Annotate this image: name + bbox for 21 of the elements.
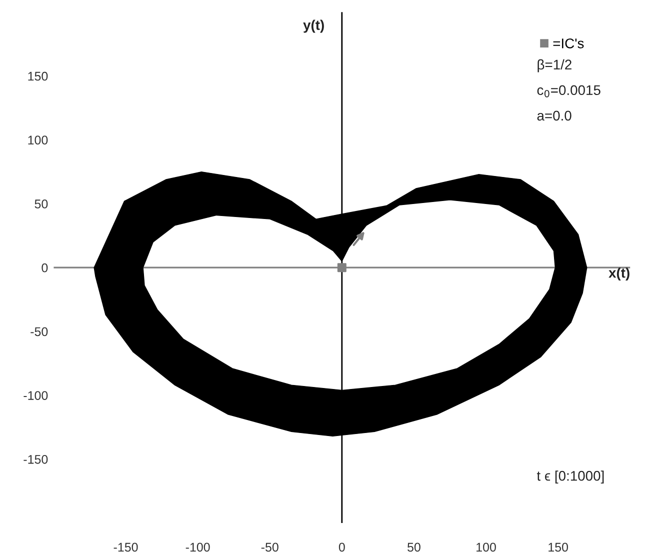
- y-axis-title: y(t): [303, 20, 324, 33]
- x-tick-label: 100: [476, 542, 496, 552]
- y-tick-label: -100: [24, 391, 48, 400]
- x-tick-label: -100: [186, 542, 210, 552]
- y-tick-label: 0: [42, 263, 48, 272]
- x-tick-label: 150: [548, 542, 568, 552]
- annotation: β=1/2: [538, 59, 572, 72]
- y-tick-label: -50: [30, 327, 48, 336]
- x-axis-title: x(t): [608, 268, 630, 281]
- x-tick-label: 0: [338, 542, 345, 552]
- y-tick-label: 100: [28, 136, 48, 145]
- legend-label: =IC's: [553, 38, 584, 48]
- annotation: a=0.0: [537, 110, 572, 121]
- x-tick-label: 50: [408, 542, 420, 552]
- x-tick-label: -50: [261, 542, 278, 552]
- x-tick-label: -150: [114, 542, 138, 552]
- y-tick-label: 150: [28, 72, 48, 81]
- y-tick-label: -150: [24, 454, 48, 464]
- annotation: c$_{0}$=0.0015: [537, 85, 600, 98]
- y-tick-label: 50: [34, 200, 48, 208]
- annotation: t ϵ [0:1000]: [536, 470, 604, 484]
